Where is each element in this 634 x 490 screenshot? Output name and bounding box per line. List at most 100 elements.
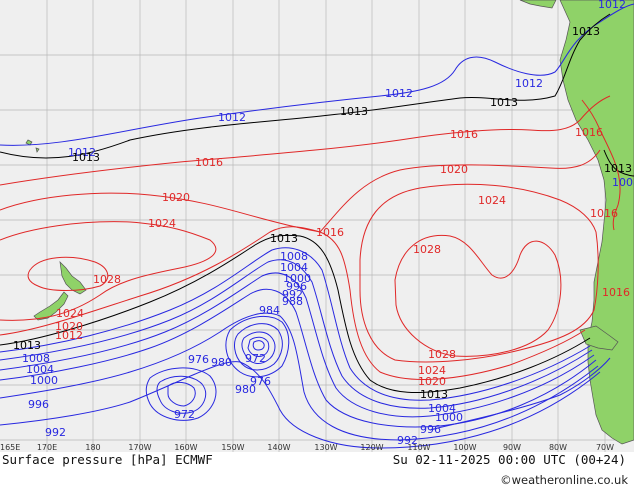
label-1012-c: 1012 [218, 111, 246, 124]
isobar-1028-east [394, 234, 562, 357]
isobar-980 [241, 331, 276, 364]
longitude-label: 130W [314, 443, 337, 452]
valid-time: Su 02-11-2025 00:00 UTC (00+24) [392, 452, 626, 467]
graticule [0, 0, 634, 452]
label-972-b: 972 [174, 408, 195, 421]
isobar-1016-sw [0, 226, 586, 380]
isobar-972-west [167, 381, 196, 407]
longitude-label: 180 [85, 443, 100, 452]
longitude-axis: 165E 170E 180 170W 160W 150W 140W 130W 120W 110W 1… [0, 443, 614, 452]
label-1016-east: 1016 [602, 286, 630, 299]
label-1013-c: 1013 [72, 151, 100, 164]
label-972-a: 972 [245, 352, 266, 365]
label-984: 984 [259, 304, 280, 317]
south-america [559, 0, 634, 445]
longitude-label: 80W [549, 443, 567, 452]
new-zealand-south [33, 291, 69, 321]
label-1016-a: 1016 [450, 128, 478, 141]
isobar-1012-north [0, 3, 634, 146]
label-976-b: 976 [250, 375, 271, 388]
label-1000-c: 1000 [435, 411, 463, 424]
isobar-1008 [0, 259, 593, 409]
label-1013-sw-b: 1013 [13, 339, 41, 352]
isobar-1016-east [581, 99, 621, 231]
label-1012-top-ne: 1012 [598, 0, 626, 11]
label-1013-sw-c: 1013 [420, 388, 448, 401]
label-992-b: 992 [45, 426, 66, 439]
label-1024-d: 1024 [418, 364, 446, 377]
label-1013-east: 1013 [604, 162, 632, 175]
label-996-b: 996 [28, 398, 49, 411]
longitude-label: 150W [221, 443, 244, 452]
ocean [0, 0, 634, 452]
label-1016-e: 1016 [316, 226, 344, 239]
label-1016-c: 1016 [575, 126, 603, 139]
longitude-label: 120W [360, 443, 383, 452]
label-1024-b: 1024 [148, 217, 176, 230]
isobar-labels: 1012 1013 1012 1012 1012 1012 1013 1013 … [13, 0, 634, 447]
longitude-label: 170W [128, 443, 151, 452]
isobars [0, 3, 634, 449]
label-1024-c: 1024 [56, 307, 84, 320]
label-992-c: 992 [397, 434, 418, 447]
isobar-976 [247, 336, 270, 357]
label-1012-d: 1012 [68, 146, 96, 159]
isobar-1024 [0, 183, 599, 363]
isobar-1004 [0, 272, 595, 418]
label-1008-c: 1008 [612, 176, 634, 189]
label-1012-a: 1012 [515, 77, 543, 90]
isobar-976-west [156, 375, 207, 414]
label-1020-d: 1020 [418, 375, 446, 388]
label-1004-b: 1004 [26, 363, 54, 376]
label-1020-b: 1020 [162, 191, 190, 204]
chart-title: Surface pressure [hPa] ECMWF [2, 452, 213, 467]
label-1024-a: 1024 [478, 194, 506, 207]
label-1004-a: 1004 [280, 261, 308, 274]
label-996-a: 996 [286, 280, 307, 293]
longitude-label: 70W [596, 443, 614, 452]
isobar-1013-east [603, 149, 634, 177]
isobar-1028-nz [27, 256, 109, 291]
isobar-1013-north [0, 13, 611, 159]
label-1028-c: 1028 [428, 348, 456, 361]
south-america-tip [579, 325, 619, 351]
isobar-996 [0, 312, 599, 441]
label-1012-b: 1012 [385, 87, 413, 100]
isobar-1012-low [0, 247, 591, 401]
new-zealand-north [59, 261, 87, 295]
label-976-a: 976 [188, 353, 209, 366]
label-1000-a: 1000 [283, 272, 311, 285]
label-1016-sw: 1012 [55, 329, 83, 342]
label-1013-sw-a: 1013 [270, 232, 298, 245]
label-1028-a: 1028 [413, 243, 441, 256]
isobar-972-center [252, 340, 265, 351]
label-1008-b: 1008 [22, 352, 50, 365]
longitude-label: 160W [174, 443, 197, 452]
label-1013-a: 1013 [340, 105, 368, 118]
isobar-988 [225, 315, 290, 378]
isobar-1004-se [429, 357, 611, 431]
longitude-label: 100W [453, 443, 476, 452]
title-bar: Surface pressure [hPa] ECMWF Su 02-11-20… [0, 452, 634, 470]
longitude-label: 90W [503, 443, 521, 452]
label-1008-a: 1008 [280, 250, 308, 263]
isobar-1016-north [0, 95, 611, 186]
label-1028-b: 1028 [93, 273, 121, 286]
label-992-a: 992 [282, 288, 303, 301]
label-980-a: 980 [211, 356, 232, 369]
label-1000-b: 1000 [30, 374, 58, 387]
label-1013-b: 1013 [490, 96, 518, 109]
isobar-992 [0, 361, 601, 449]
label-1020-a: 1020 [440, 163, 468, 176]
label-1016-d: 1016 [590, 207, 618, 220]
label-980-b: 980 [235, 383, 256, 396]
isobar-1013-sw [0, 234, 591, 394]
longitude-label: 140W [267, 443, 290, 452]
land [25, 0, 634, 445]
longitude-label: 165E [0, 443, 20, 452]
longitude-label: 110W [407, 443, 430, 452]
central-america-fragment [519, 0, 557, 9]
isobar-984 [234, 323, 283, 371]
label-996-c: 996 [420, 423, 441, 436]
